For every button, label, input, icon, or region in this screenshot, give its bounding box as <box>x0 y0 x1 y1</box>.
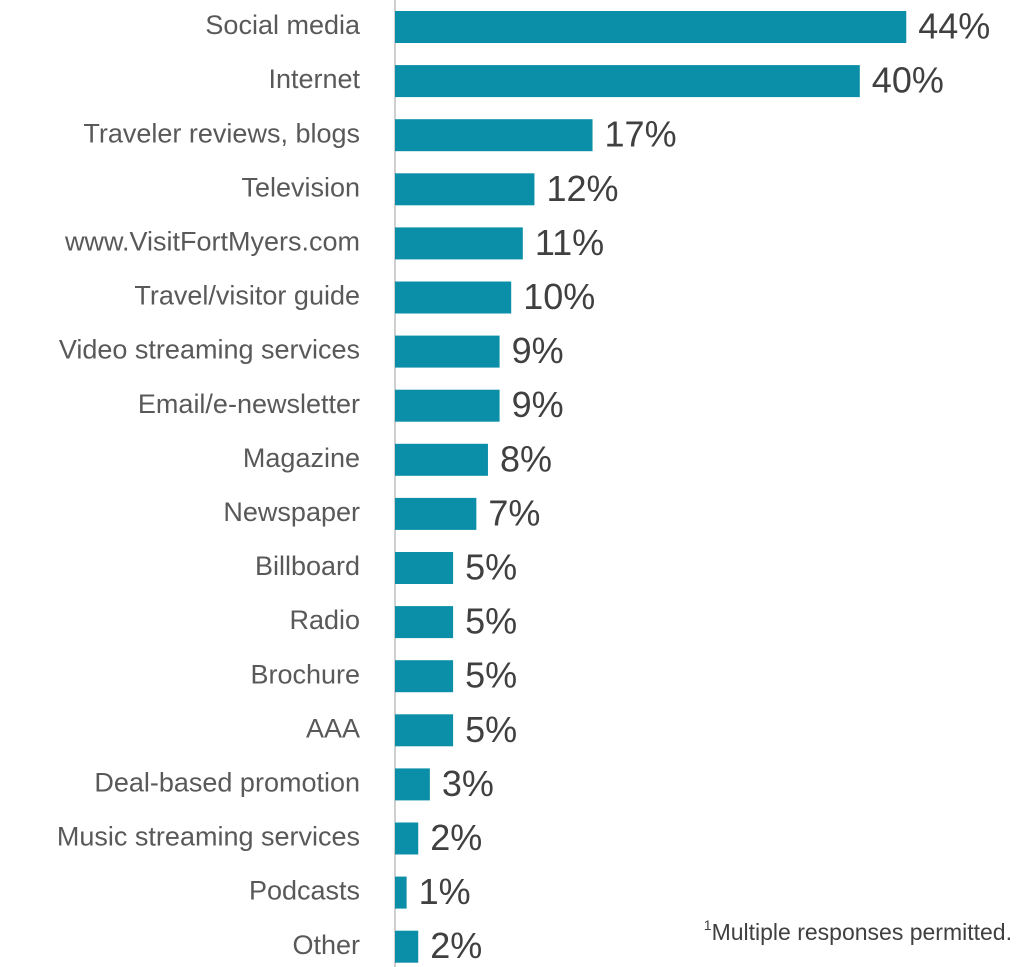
bar <box>395 714 454 747</box>
value-label: 44% <box>918 6 990 47</box>
bar <box>395 660 454 693</box>
bar <box>395 119 593 152</box>
footnote-text: Multiple responses permitted. <box>712 919 1012 945</box>
category-label: Brochure <box>250 659 360 689</box>
bar <box>395 281 512 314</box>
value-label: 2% <box>430 817 482 858</box>
category-label: Television <box>241 172 360 202</box>
category-label: Billboard <box>255 551 360 581</box>
value-label: 9% <box>512 330 564 371</box>
value-label: 1% <box>419 871 471 912</box>
value-label: 8% <box>500 438 552 479</box>
category-label: Newspaper <box>223 497 360 527</box>
category-label: Podcasts <box>249 876 360 906</box>
bar <box>395 173 535 206</box>
category-label: www.VisitFortMyers.com <box>64 227 360 257</box>
value-label: 40% <box>872 60 944 101</box>
value-label: 2% <box>430 925 482 966</box>
category-label: Music streaming services <box>57 822 360 852</box>
category-label: Magazine <box>243 443 360 473</box>
bar <box>395 497 477 530</box>
category-label: Radio <box>289 605 360 635</box>
bar <box>395 11 907 43</box>
category-label: Traveler reviews, blogs <box>83 118 360 148</box>
value-label: 11% <box>535 222 604 263</box>
footnote-marker: 1 <box>704 917 712 933</box>
category-label: Email/e-newsletter <box>138 389 360 419</box>
bar <box>395 389 500 422</box>
value-label: 5% <box>465 547 517 588</box>
category-label: Video streaming services <box>59 335 360 365</box>
value-label: 17% <box>605 114 677 155</box>
value-label: 12% <box>546 168 618 209</box>
bar <box>395 227 523 260</box>
category-label: Internet <box>268 64 360 94</box>
value-label: 5% <box>465 709 517 750</box>
bar <box>395 876 407 909</box>
footnote: 1Multiple responses permitted. <box>704 917 1012 945</box>
bar <box>395 768 430 801</box>
bar <box>395 930 419 963</box>
bar <box>395 443 488 476</box>
category-label: Deal-based promotion <box>94 768 360 798</box>
bar <box>395 606 454 639</box>
bar <box>395 822 419 855</box>
category-label: Other <box>292 930 360 960</box>
category-label: AAA <box>306 713 360 743</box>
value-label: 10% <box>523 276 595 317</box>
value-label: 5% <box>465 601 517 642</box>
category-label: Social media <box>205 10 361 40</box>
value-label: 5% <box>465 655 517 696</box>
value-label: 7% <box>488 492 540 533</box>
bar <box>395 65 860 98</box>
value-label: 9% <box>512 384 564 425</box>
bar <box>395 335 500 368</box>
value-label: 3% <box>442 763 494 804</box>
bar <box>395 552 454 584</box>
category-label: Travel/visitor guide <box>134 281 360 311</box>
